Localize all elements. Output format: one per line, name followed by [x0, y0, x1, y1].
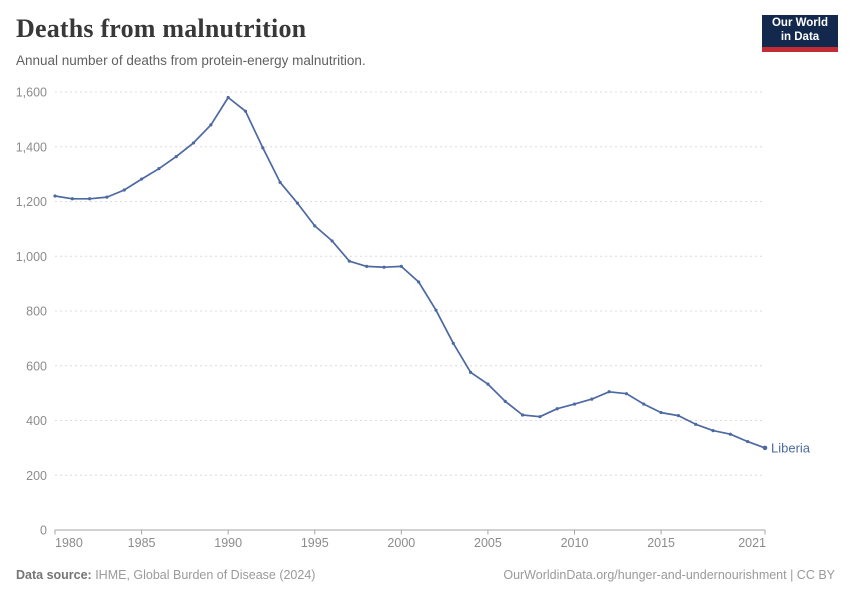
data-point [434, 308, 438, 312]
data-point [555, 407, 559, 411]
series-line-liberia [54, 96, 766, 449]
x-axis-tick-label: 2010 [561, 536, 589, 550]
data-point [243, 109, 248, 113]
data-point [520, 413, 525, 417]
data-point [174, 155, 178, 159]
data-point [105, 195, 109, 199]
series-label-liberia: Liberia [771, 440, 811, 455]
data-source-text: IHME, Global Burden of Disease (2024) [91, 568, 316, 582]
data-point [399, 264, 403, 268]
data-point [261, 146, 265, 150]
data-point [382, 265, 386, 269]
owid-logo-line1: Our World [771, 17, 828, 30]
data-point [88, 197, 92, 201]
data-point [624, 392, 629, 396]
data-point [694, 422, 698, 426]
y-axis-tick-label: 400 [26, 414, 47, 428]
data-point [417, 280, 421, 284]
x-axis-tick-label: 2000 [387, 536, 415, 550]
data-point [330, 239, 334, 243]
data-point [278, 180, 282, 184]
data-point [451, 341, 455, 345]
data-point [347, 259, 351, 263]
data-point [53, 194, 57, 198]
y-axis-tick-label: 600 [26, 359, 47, 373]
data-point [139, 177, 144, 181]
data-point [122, 188, 126, 192]
data-point [503, 399, 507, 403]
data-point [659, 410, 663, 415]
data-point [70, 197, 74, 201]
y-axis-tick-label: 1,200 [16, 195, 47, 209]
x-axis-tick-label: 1990 [214, 536, 242, 550]
attribution-url: OurWorldinData.org/hunger-and-undernouri… [503, 568, 835, 582]
data-source-label: Data source: [16, 568, 92, 582]
data-point [313, 224, 317, 228]
chart-subtitle: Annual number of deaths from protein-ene… [16, 53, 366, 68]
y-axis-tick-label: 0 [40, 524, 47, 538]
data-point [365, 264, 369, 268]
x-axis-tick-label: 1995 [301, 536, 329, 550]
data-point [728, 432, 732, 436]
owid-logo-line2: in Data [780, 31, 820, 43]
data-point [538, 415, 542, 419]
x-axis-tick-label: 2021 [738, 536, 766, 550]
data-point [676, 413, 681, 418]
data-point [762, 445, 768, 451]
data-point [191, 141, 196, 145]
x-axis-tick-label: 1985 [128, 536, 156, 550]
owid-logo: Our World in Data [762, 15, 838, 52]
data-point [486, 382, 490, 386]
data-point [295, 201, 300, 205]
y-axis-tick-label: 1,600 [16, 86, 47, 100]
data-point [607, 390, 611, 394]
data-point [711, 429, 715, 433]
x-axis-tick-label: 2005 [474, 536, 502, 550]
data-point [157, 167, 161, 171]
data-point [590, 397, 594, 401]
y-axis-tick-label: 800 [26, 305, 47, 319]
x-axis-tick-label: 1980 [55, 536, 83, 550]
data-point [642, 402, 646, 406]
data-source: Data source: IHME, Global Burden of Dise… [16, 568, 315, 582]
y-axis-tick-label: 1,400 [16, 140, 47, 154]
x-axis-tick-label: 2015 [647, 536, 675, 550]
data-point [469, 370, 473, 374]
y-axis-tick-label: 200 [26, 469, 47, 483]
data-point [226, 95, 230, 100]
page-title: Deaths from malnutrition [16, 14, 307, 43]
data-point [746, 439, 750, 444]
data-point [572, 402, 577, 406]
y-axis-tick-label: 1,000 [16, 250, 47, 264]
data-point [209, 123, 213, 127]
